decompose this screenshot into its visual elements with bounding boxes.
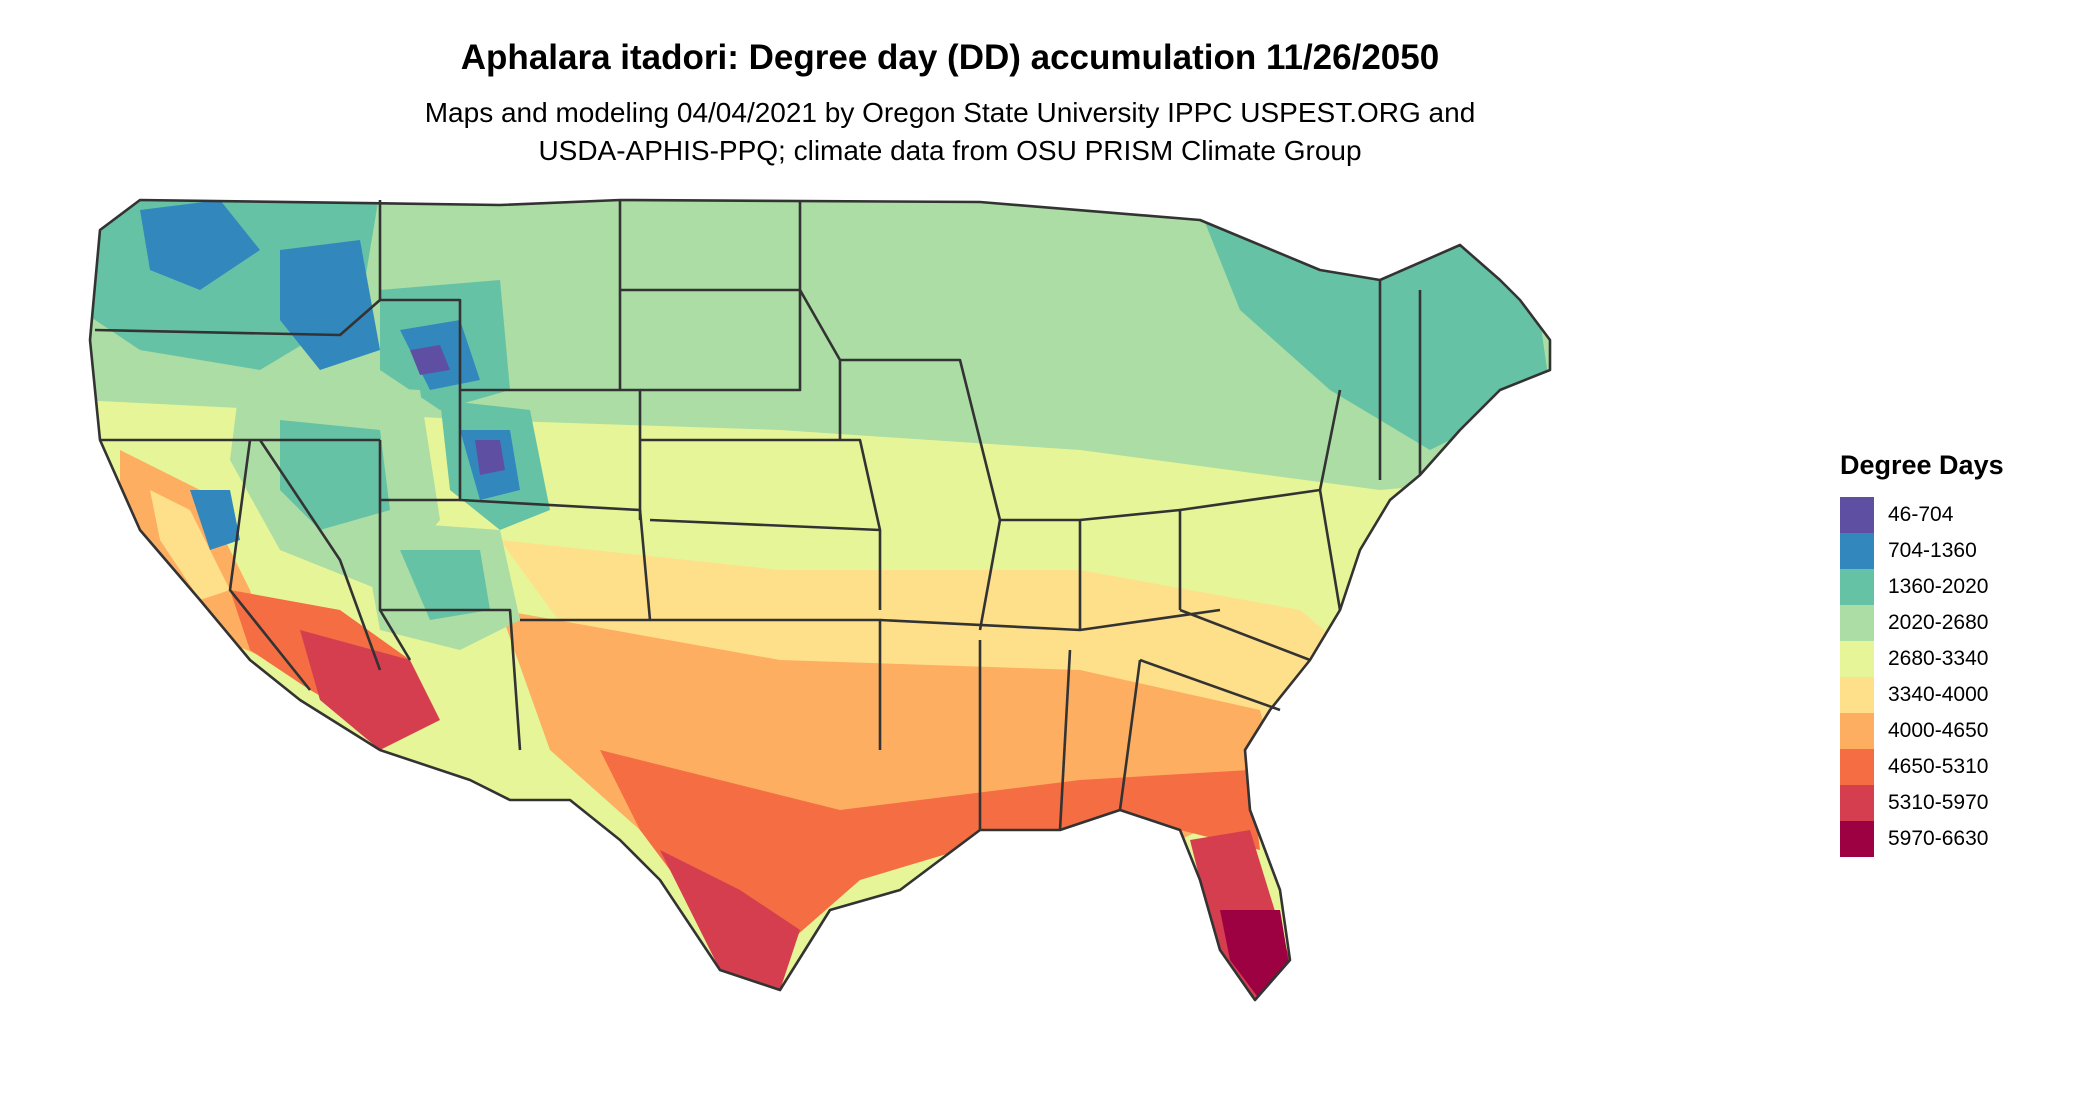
legend-swatch (1840, 677, 1874, 713)
legend-swatch (1840, 497, 1874, 533)
state-borders (88, 198, 1552, 1002)
legend-label: 2020-2680 (1888, 611, 1989, 634)
legend-swatch (1840, 569, 1874, 605)
map-subtitle: Maps and modeling 04/04/2021 by Oregon S… (0, 94, 1900, 170)
legend-swatch (1840, 713, 1874, 749)
legend-swatch (1840, 605, 1874, 641)
legend-item: 2020-2680 (1840, 605, 2080, 641)
legend-item: 1360-2020 (1840, 569, 2080, 605)
legend-label: 4650-5310 (1888, 755, 1989, 778)
legend-item: 4000-4650 (1840, 713, 2080, 749)
legend-label: 46-704 (1888, 503, 1954, 526)
legend: Degree Days 46-704 704-1360 1360-2020 20… (1840, 450, 2080, 857)
legend-item: 4650-5310 (1840, 749, 2080, 785)
legend-swatch (1840, 821, 1874, 857)
legend-swatch (1840, 749, 1874, 785)
legend-swatch (1840, 785, 1874, 821)
climate-zones (90, 200, 1550, 1000)
map-title: Aphalara itadori: Degree day (DD) accumu… (460, 38, 1440, 77)
legend-label: 3340-4000 (1888, 683, 1989, 706)
legend-label: 704-1360 (1888, 539, 1977, 562)
legend-label: 5970-6630 (1888, 827, 1989, 850)
legend-item: 46-704 (1840, 497, 2080, 533)
legend-title: Degree Days (1840, 450, 2004, 480)
legend-label: 5310-5970 (1888, 791, 1989, 814)
us-degree-day-map (80, 190, 1820, 1110)
legend-label: 1360-2020 (1888, 575, 1989, 598)
legend-label: 4000-4650 (1888, 719, 1989, 742)
legend-item: 5310-5970 (1840, 785, 2080, 821)
legend-swatch (1840, 533, 1874, 569)
legend-label: 2680-3340 (1888, 647, 1989, 670)
subtitle-line-2: USDA-APHIS-PPQ; climate data from OSU PR… (538, 135, 1362, 166)
legend-item: 2680-3340 (1840, 641, 2080, 677)
legend-swatch (1840, 641, 1874, 677)
legend-item: 3340-4000 (1840, 677, 2080, 713)
legend-item: 704-1360 (1840, 533, 2080, 569)
subtitle-line-1: Maps and modeling 04/04/2021 by Oregon S… (424, 97, 1476, 128)
legend-item: 5970-6630 (1840, 821, 2080, 857)
